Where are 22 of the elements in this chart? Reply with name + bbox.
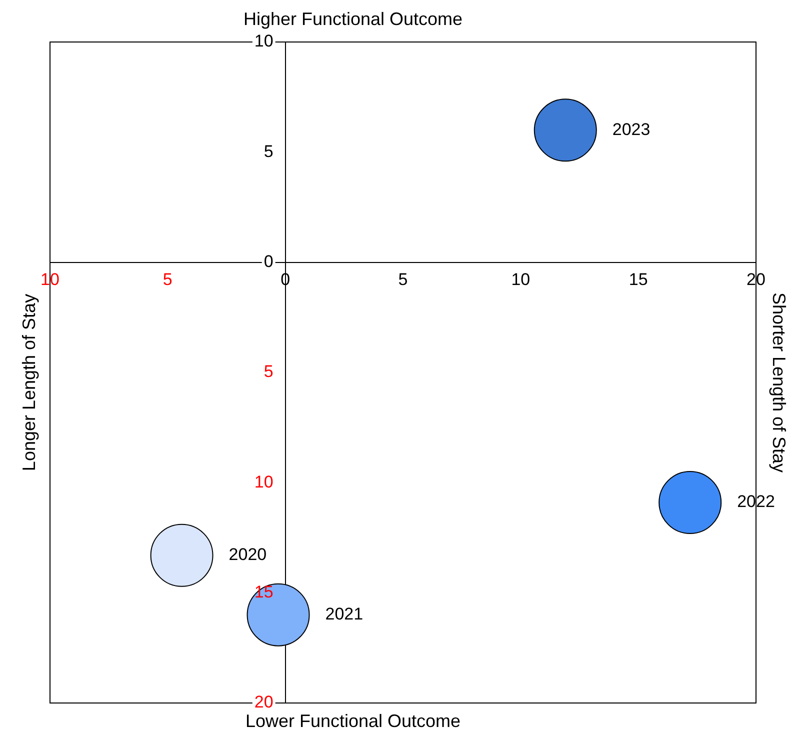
y-tick-label: 5 bbox=[264, 142, 274, 161]
x-axis-title: Lower Functional Outcome bbox=[245, 710, 461, 731]
y-tick-label: 10 bbox=[254, 472, 274, 492]
y-tick-label: 15 bbox=[254, 582, 274, 602]
y-tick-label: 20 bbox=[254, 692, 274, 712]
point bbox=[534, 98, 597, 162]
x-tick-label: 10 bbox=[511, 270, 530, 290]
y-axis-title: Longer Length of Stay bbox=[18, 294, 39, 472]
y-tick-label: 5 bbox=[264, 362, 274, 382]
annotation: 2021 bbox=[325, 604, 364, 624]
y-tick-label: 10 bbox=[254, 32, 274, 51]
x2-axis-title: Higher Functional Outcome bbox=[243, 8, 463, 29]
x-tick-label: 5 bbox=[162, 270, 172, 290]
point bbox=[246, 583, 310, 646]
y2-axis-title: Shorter Length of Stay bbox=[769, 292, 790, 473]
annotation: 2023 bbox=[612, 120, 650, 139]
y-tick-label: 0 bbox=[264, 252, 274, 272]
annotation: 2020 bbox=[228, 545, 267, 564]
x-tick-label: 5 bbox=[398, 270, 408, 290]
x-tick-label: 15 bbox=[628, 270, 648, 290]
point bbox=[150, 524, 214, 587]
point bbox=[658, 470, 722, 534]
